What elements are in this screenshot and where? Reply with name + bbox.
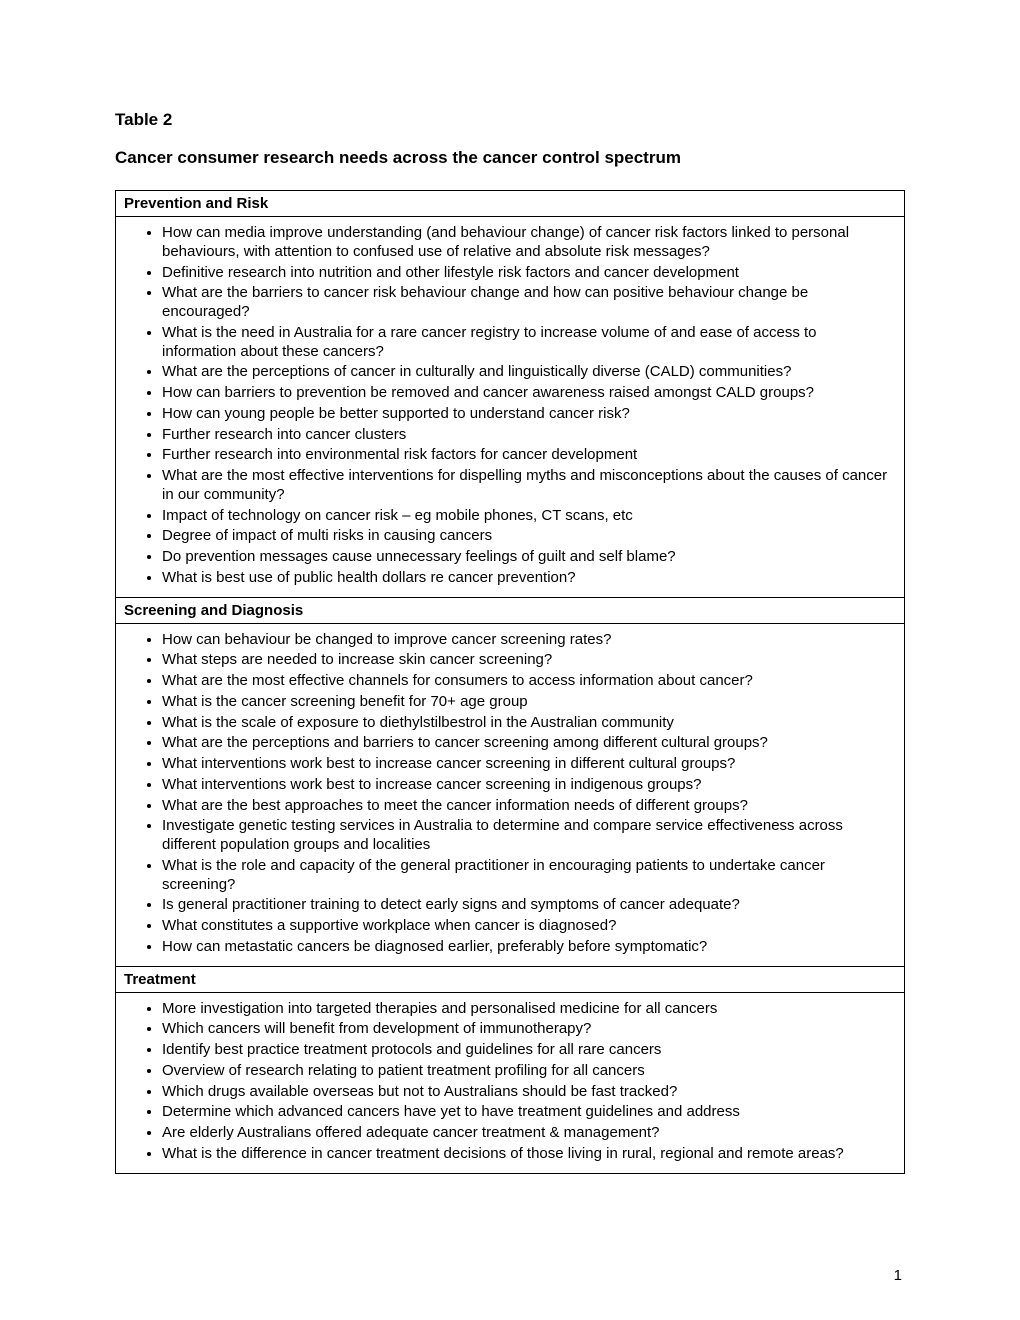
page-title: Cancer consumer research needs across th… — [115, 148, 905, 168]
list-item: Overview of research relating to patient… — [162, 1061, 894, 1082]
list-item: How can behaviour be changed to improve … — [162, 630, 894, 651]
list-item: What is best use of public health dollar… — [162, 568, 894, 589]
list-item: Impact of technology on cancer risk – eg… — [162, 506, 894, 527]
list-item: How can media improve understanding (and… — [162, 223, 894, 263]
sections-table: Prevention and Risk How can media improve… — [115, 190, 905, 1174]
list-item: Definitive research into nutrition and o… — [162, 263, 894, 284]
page-container: Table 2 Cancer consumer research needs a… — [0, 0, 1020, 1174]
list-item: What is the scale of exposure to diethyl… — [162, 713, 894, 734]
section-header: Screening and Diagnosis — [116, 598, 904, 624]
list-item: Determine which advanced cancers have ye… — [162, 1102, 894, 1123]
list-item: What are the barriers to cancer risk beh… — [162, 283, 894, 323]
bullet-list: How can media improve understanding (and… — [116, 223, 904, 589]
section-body: How can media improve understanding (and… — [116, 217, 904, 598]
table-label: Table 2 — [115, 110, 905, 130]
section-header: Prevention and Risk — [116, 191, 904, 217]
list-item: What are the most effective channels for… — [162, 671, 894, 692]
list-item: What is the cancer screening benefit for… — [162, 692, 894, 713]
list-item: Is general practitioner training to dete… — [162, 895, 894, 916]
bullet-list: How can behaviour be changed to improve … — [116, 630, 904, 958]
list-item: What is the difference in cancer treatme… — [162, 1144, 894, 1165]
list-item: Do prevention messages cause unnecessary… — [162, 547, 894, 568]
list-item: What are the best approaches to meet the… — [162, 796, 894, 817]
list-item: Further research into cancer clusters — [162, 425, 894, 446]
section-body: How can behaviour be changed to improve … — [116, 624, 904, 967]
section-body: More investigation into targeted therapi… — [116, 993, 904, 1174]
list-item: Investigate genetic testing services in … — [162, 816, 894, 856]
list-item: How can metastatic cancers be diagnosed … — [162, 937, 894, 958]
list-item: What are the perceptions of cancer in cu… — [162, 362, 894, 383]
page-number: 1 — [894, 1267, 902, 1284]
list-item: Are elderly Australians offered adequate… — [162, 1123, 894, 1144]
list-item: More investigation into targeted therapi… — [162, 999, 894, 1020]
list-item: Which drugs available overseas but not t… — [162, 1082, 894, 1103]
bullet-list: More investigation into targeted therapi… — [116, 999, 904, 1165]
list-item: What steps are needed to increase skin c… — [162, 650, 894, 671]
list-item: Which cancers will benefit from developm… — [162, 1019, 894, 1040]
list-item: Further research into environmental risk… — [162, 445, 894, 466]
list-item: What interventions work best to increase… — [162, 775, 894, 796]
list-item: What are the perceptions and barriers to… — [162, 733, 894, 754]
list-item: Identify best practice treatment protoco… — [162, 1040, 894, 1061]
list-item: How can barriers to prevention be remove… — [162, 383, 894, 404]
list-item: How can young people be better supported… — [162, 404, 894, 425]
list-item: What constitutes a supportive workplace … — [162, 916, 894, 937]
list-item: What is the need in Australia for a rare… — [162, 323, 894, 363]
list-item: Degree of impact of multi risks in causi… — [162, 526, 894, 547]
list-item: What interventions work best to increase… — [162, 754, 894, 775]
list-item: What are the most effective intervention… — [162, 466, 894, 506]
list-item: What is the role and capacity of the gen… — [162, 856, 894, 896]
section-header: Treatment — [116, 967, 904, 993]
